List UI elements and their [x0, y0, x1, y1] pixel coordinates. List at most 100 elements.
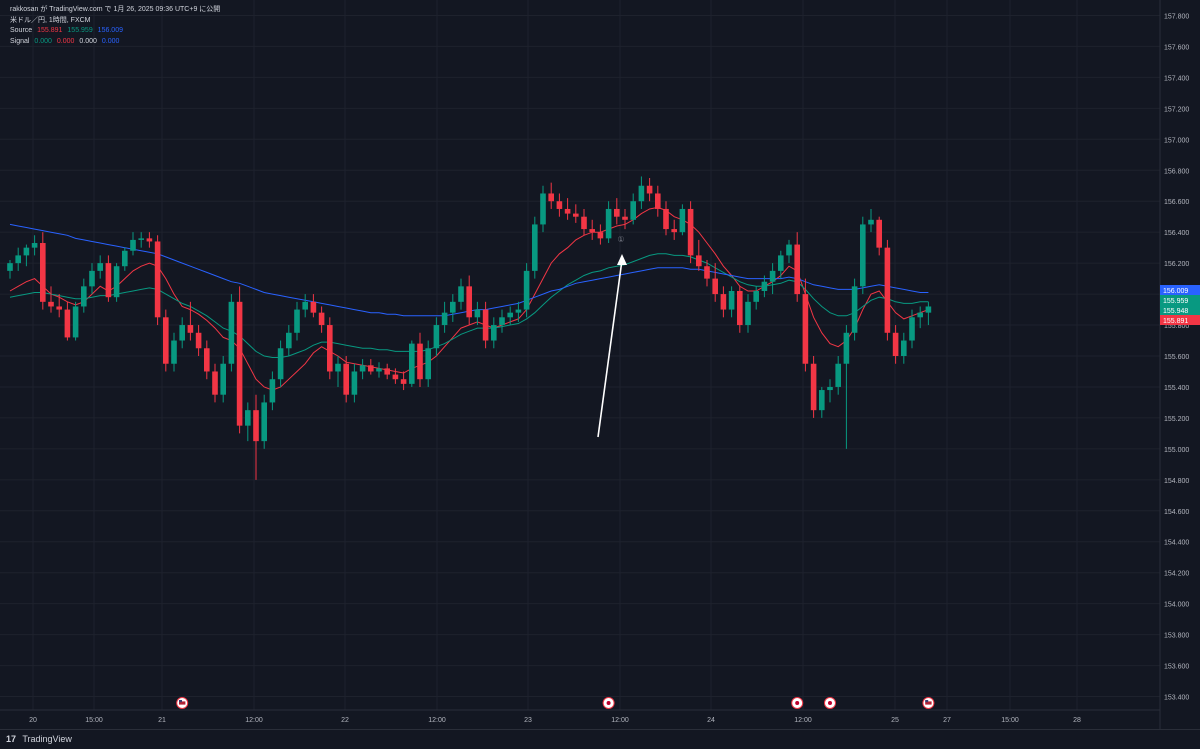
candle	[269, 371, 276, 411]
candle-body	[827, 386, 833, 391]
candle-body	[663, 208, 669, 230]
candle	[253, 394, 259, 480]
annotation-arrow-head	[617, 254, 627, 265]
candle	[97, 255, 103, 279]
candle	[728, 286, 735, 318]
candle	[212, 363, 218, 403]
candle-body	[605, 208, 612, 239]
price-tick-label: 157.600	[1164, 44, 1189, 51]
candle	[655, 185, 661, 217]
price-tick-label: 156.400	[1164, 230, 1189, 237]
candle	[56, 294, 62, 318]
candle-body	[335, 363, 341, 372]
candle	[630, 193, 636, 225]
price-tick-label: 157.200	[1164, 106, 1189, 113]
candle	[302, 294, 308, 318]
candle	[605, 201, 612, 244]
candle	[474, 301, 481, 326]
signal-label: Signal	[10, 37, 30, 45]
candle-body	[212, 371, 218, 395]
source-indicator[interactable]: Source 155.891 155.959 156.009	[10, 26, 220, 37]
candle-body	[163, 317, 169, 364]
candle	[679, 204, 686, 236]
candle-body	[843, 332, 850, 364]
candle-body	[138, 238, 144, 240]
candle	[204, 340, 210, 380]
price-axis[interactable]: 157.800 157.600 157.400 157.200 157.000 156.8…	[1159, 0, 1200, 729]
time-tick-label: 27	[943, 717, 951, 724]
price-tick-label: 156.200	[1164, 261, 1189, 268]
candle	[72, 301, 79, 341]
candle-body	[720, 294, 727, 310]
candle	[327, 317, 333, 380]
candle	[122, 247, 128, 271]
tradingview-brand[interactable]: 17 TradingView	[6, 734, 72, 744]
us-event-icon[interactable]	[176, 697, 189, 709]
jp-event-icon[interactable]	[791, 697, 804, 709]
candle	[671, 219, 677, 240]
annotations: ①	[597, 235, 627, 438]
candle-body	[482, 309, 489, 341]
candle-body	[925, 306, 932, 313]
signal-indicator[interactable]: Signal 0.000 0.000 0.000 0.000	[10, 37, 220, 48]
candle	[7, 260, 13, 279]
candle	[753, 286, 759, 310]
price-chart[interactable]: ① 157.800 157.600 157.400 157.200 157.000 156…	[0, 0, 1200, 729]
us-event-icon[interactable]	[922, 697, 935, 709]
candle	[228, 294, 235, 372]
candle	[335, 356, 341, 387]
candle-body	[417, 343, 423, 380]
price-badge	[1160, 305, 1200, 315]
candle-body	[909, 317, 915, 341]
time-tick-label: 22	[341, 717, 349, 724]
signal-value-4: 0.000	[101, 37, 120, 45]
price-badge	[1160, 315, 1200, 325]
candle-body	[450, 301, 456, 313]
candle	[130, 232, 136, 256]
candle-body	[810, 363, 817, 411]
jp-event-icon[interactable]	[602, 697, 615, 709]
candle	[400, 371, 407, 391]
candle-body	[343, 363, 349, 395]
candle-body	[860, 224, 866, 287]
candle-body	[81, 286, 87, 307]
candle-body	[286, 332, 292, 349]
candle-body	[712, 278, 718, 295]
symbol-info[interactable]: 米ドル／円, 1時間, FXCM	[10, 16, 91, 24]
candle-body	[778, 255, 784, 271]
candle-body	[409, 343, 415, 384]
jp-event-icon[interactable]	[824, 697, 836, 709]
candle	[236, 286, 243, 434]
price-badge-label: 155.948	[1163, 308, 1188, 315]
candle-body	[310, 301, 317, 313]
candle	[425, 340, 431, 387]
candle	[179, 317, 185, 349]
candle-body	[892, 332, 899, 356]
candle	[794, 232, 800, 302]
candle-body	[523, 270, 530, 310]
candle-body	[228, 301, 235, 364]
candle-body	[564, 208, 571, 214]
candle	[851, 278, 858, 341]
time-axis[interactable]: 20 15:00 21 12:00 22 12:00 23 12:00 24 12:00 25 27 1…	[0, 709, 1160, 724]
candle	[515, 301, 522, 322]
time-tick-label: 23	[524, 717, 532, 724]
price-badge-label: 156.009	[1163, 288, 1188, 295]
candle	[368, 359, 374, 375]
price-badge-label: 155.891	[1163, 318, 1188, 325]
candle	[171, 332, 177, 372]
candle-body	[548, 193, 554, 202]
price-tick-label: 154.200	[1164, 571, 1189, 578]
candle	[581, 208, 587, 236]
candle	[622, 208, 628, 230]
candle	[146, 232, 153, 248]
candle	[81, 278, 87, 313]
candle-body	[573, 213, 579, 217]
candle	[663, 201, 669, 236]
candle	[220, 356, 226, 403]
candle-body	[23, 247, 30, 256]
price-tick-label: 157.800	[1164, 13, 1189, 20]
candle	[482, 301, 489, 349]
candle	[187, 301, 194, 341]
